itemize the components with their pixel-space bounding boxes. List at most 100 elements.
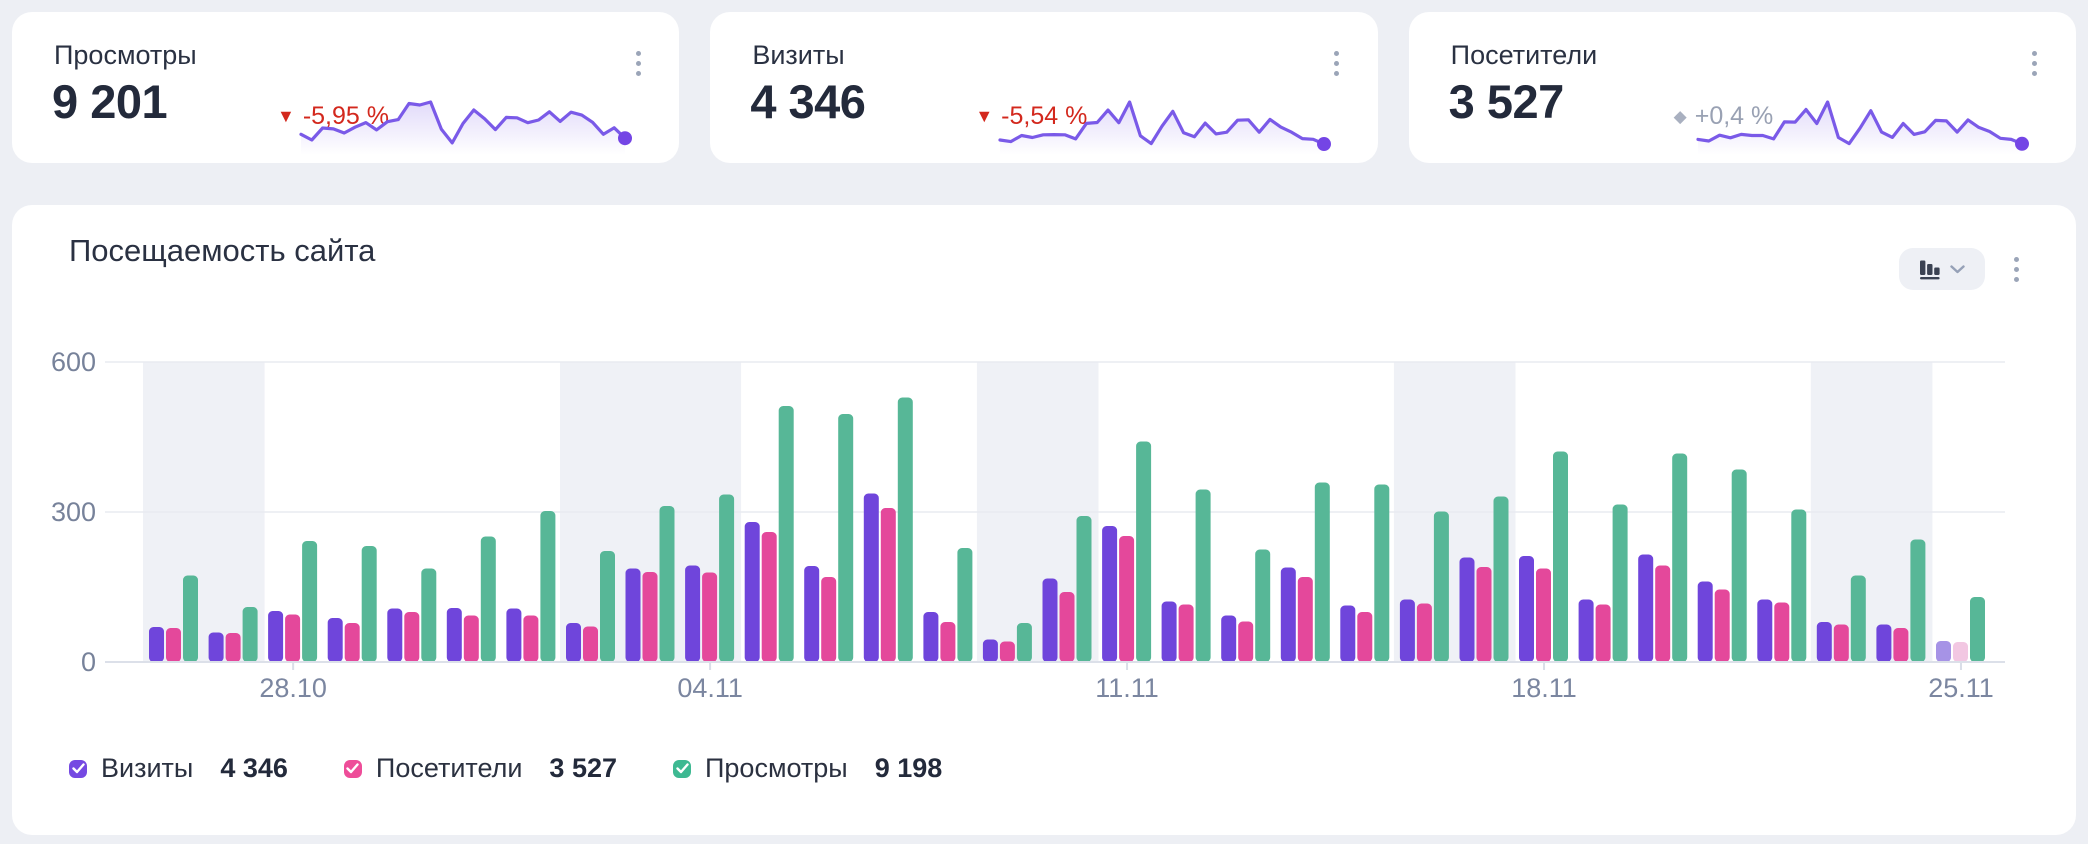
bar-visits[interactable] — [327, 618, 343, 662]
kebab-menu-icon[interactable] — [2001, 250, 2031, 288]
bar-visits[interactable] — [685, 565, 701, 663]
bar-visitors[interactable] — [166, 628, 181, 662]
bar-pageviews[interactable] — [1731, 469, 1747, 663]
bar-pageviews[interactable] — [1195, 489, 1211, 663]
bar-pageviews[interactable] — [1136, 441, 1152, 663]
bar-pageviews[interactable] — [778, 406, 794, 662]
bar-visits[interactable] — [1697, 581, 1713, 663]
bar-visitors[interactable] — [225, 633, 241, 662]
kebab-menu-icon[interactable] — [1322, 44, 1352, 82]
bar-visits[interactable] — [149, 627, 164, 662]
bar-visits[interactable] — [982, 639, 998, 663]
bar-visitors[interactable] — [1774, 602, 1790, 663]
bar-visitors[interactable] — [1953, 642, 1968, 662]
bar-visitors[interactable] — [1714, 589, 1730, 663]
bar-pageviews[interactable] — [659, 506, 675, 662]
bar-visitors[interactable] — [1416, 603, 1432, 663]
checkbox-checked-icon[interactable] — [343, 759, 362, 778]
bar-pageviews[interactable] — [1493, 496, 1509, 663]
legend-item-visitors[interactable]: Посетители 3 527 — [343, 753, 617, 784]
bar-visits[interactable] — [1399, 599, 1415, 663]
bar-visitors[interactable] — [821, 577, 837, 662]
bar-pageviews[interactable] — [540, 511, 556, 662]
bar-visitors[interactable] — [642, 572, 658, 662]
bar-visitors[interactable] — [1655, 565, 1671, 663]
bar-visits[interactable] — [1519, 556, 1534, 662]
bar-visits[interactable] — [1578, 599, 1594, 663]
bar-pageviews[interactable] — [480, 536, 496, 663]
bar-visits[interactable] — [1936, 641, 1951, 662]
bar-pageviews[interactable] — [1612, 504, 1628, 663]
bar-visitors[interactable] — [523, 615, 539, 663]
bar-pageviews[interactable] — [421, 568, 437, 663]
bar-visits[interactable] — [1102, 526, 1118, 662]
legend-item-pageviews[interactable]: Просмотры 9 198 — [673, 753, 942, 784]
bar-visitors[interactable] — [1178, 604, 1194, 663]
bar-pageviews[interactable] — [838, 414, 854, 662]
bar-pageviews[interactable] — [1374, 484, 1390, 663]
bar-pageviews[interactable] — [1910, 539, 1926, 663]
chart-type-select[interactable] — [1899, 248, 1985, 290]
bar-visitors[interactable] — [1238, 621, 1254, 663]
bar-visitors[interactable] — [1595, 604, 1611, 663]
bar-visitors[interactable] — [404, 612, 420, 662]
bar-pageviews[interactable] — [1553, 451, 1568, 663]
bar-visitors[interactable] — [940, 622, 956, 662]
bar-visitors[interactable] — [583, 626, 598, 663]
bar-visits[interactable] — [566, 623, 581, 662]
bar-visits[interactable] — [387, 608, 403, 663]
bar-visits[interactable] — [506, 608, 522, 663]
bar-visits[interactable] — [446, 608, 462, 662]
bar-pageviews[interactable] — [1255, 549, 1271, 663]
bar-visitors[interactable] — [463, 615, 479, 663]
bar-visitors[interactable] — [880, 508, 896, 662]
bar-pageviews[interactable] — [1076, 516, 1092, 662]
bar-visits[interactable] — [1161, 601, 1177, 663]
bar-visitors[interactable] — [1357, 612, 1373, 662]
checkbox-checked-icon[interactable] — [673, 759, 691, 778]
checkbox-checked-icon[interactable] — [69, 759, 87, 778]
bar-pageviews[interactable] — [897, 397, 913, 663]
bar-pageviews[interactable] — [719, 494, 735, 663]
bar-pageviews[interactable] — [1791, 509, 1807, 663]
kebab-menu-icon[interactable] — [623, 44, 653, 82]
bar-visits[interactable] — [863, 493, 879, 663]
bar-pageviews[interactable] — [242, 607, 258, 662]
bar-pageviews[interactable] — [1314, 482, 1330, 663]
bar-visits[interactable] — [1042, 578, 1058, 663]
bar-visits[interactable] — [1757, 599, 1773, 663]
kebab-menu-icon[interactable] — [2020, 44, 2050, 82]
bar-visitors[interactable] — [285, 614, 301, 663]
bar-visitors[interactable] — [702, 572, 718, 663]
bar-pageviews[interactable] — [183, 575, 198, 663]
bar-visits[interactable] — [208, 632, 224, 663]
bar-visitors[interactable] — [1476, 567, 1492, 662]
bar-visitors[interactable] — [344, 623, 360, 662]
bar-pageviews[interactable] — [1970, 597, 1985, 662]
bar-pageviews[interactable] — [361, 546, 377, 662]
bar-visits[interactable] — [1340, 605, 1356, 663]
bar-visits[interactable] — [268, 611, 284, 662]
bar-visits[interactable] — [923, 612, 939, 662]
bar-visitors[interactable] — [1893, 628, 1909, 662]
bar-visits[interactable] — [625, 568, 641, 663]
bar-visitors[interactable] — [1059, 592, 1075, 662]
bar-visits[interactable] — [804, 566, 820, 662]
bar-visits[interactable] — [1221, 615, 1237, 663]
legend-item-visits[interactable]: Визиты 4 346 — [69, 753, 288, 784]
bar-visitors[interactable] — [1536, 568, 1551, 663]
bar-visits[interactable] — [1876, 624, 1892, 663]
bar-visits[interactable] — [744, 522, 760, 662]
traffic-bar-chart[interactable]: 0 300 600 28.10 04.11 11.11 18.11 25.11 — [12, 290, 2076, 720]
bar-pageviews[interactable] — [600, 551, 615, 662]
bar-pageviews[interactable] — [1433, 511, 1449, 663]
bar-visits[interactable] — [1280, 567, 1296, 663]
bar-pageviews[interactable] — [1672, 453, 1688, 663]
bar-pageviews[interactable] — [1016, 623, 1032, 662]
bar-pageviews[interactable] — [302, 541, 318, 662]
bar-visitors[interactable] — [1833, 624, 1849, 663]
bar-visitors[interactable] — [1297, 577, 1313, 662]
bar-visitors[interactable] — [999, 641, 1015, 663]
bar-visits[interactable] — [1638, 554, 1654, 663]
bar-visitors[interactable] — [761, 532, 777, 662]
